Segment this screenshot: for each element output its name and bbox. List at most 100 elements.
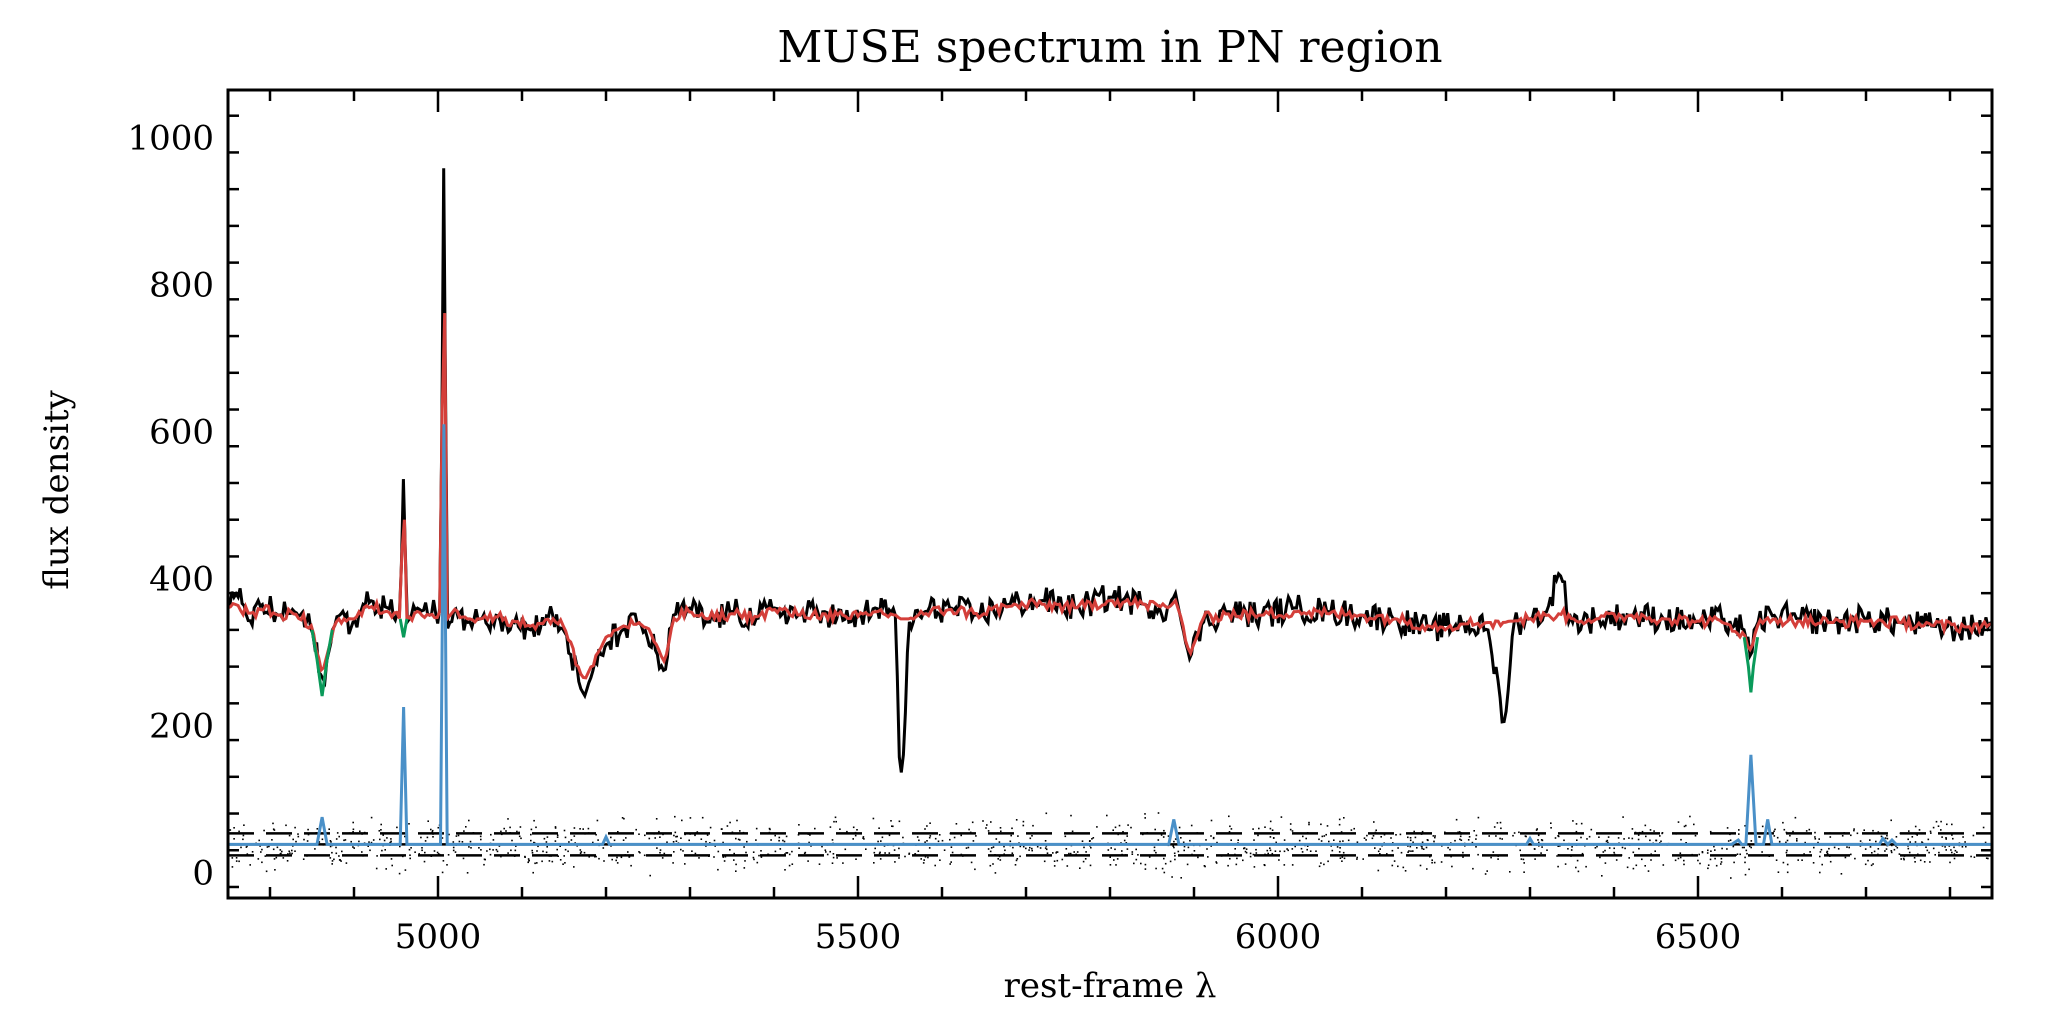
residual-dot [1745, 849, 1748, 852]
residual-dot [1748, 868, 1750, 871]
residual-dot [273, 858, 276, 860]
residual-dot [1546, 849, 1548, 851]
residual-dot [1580, 822, 1583, 825]
residual-dot [288, 834, 291, 837]
residual-dot [530, 833, 532, 836]
residual-dot [478, 847, 480, 849]
residual-dot [1951, 823, 1953, 826]
residual-dot [297, 835, 300, 838]
residual-dot [404, 835, 406, 838]
residual-dot [1114, 848, 1116, 851]
residual-dot [1641, 830, 1644, 833]
residual-dot [1750, 840, 1753, 842]
residual-dot [1662, 864, 1665, 866]
residual-dot [1433, 840, 1435, 843]
residual-dot [746, 840, 748, 843]
residual-dot [1509, 871, 1511, 873]
residual-dot [987, 830, 990, 832]
residual-dot [1190, 824, 1193, 827]
residual-dot [1748, 845, 1751, 848]
residual-dot [1941, 836, 1943, 838]
residual-dot [1541, 846, 1543, 848]
residual-dot [1215, 861, 1217, 863]
residual-dot [1965, 845, 1967, 848]
residual-dot [1778, 840, 1781, 843]
residual-dot [1872, 863, 1874, 865]
residual-dot [370, 816, 373, 819]
residual-dot [1853, 828, 1855, 830]
residual-dot [779, 848, 782, 850]
residual-dot [929, 822, 931, 824]
residual-dot [1045, 812, 1048, 815]
residual-dot [1833, 846, 1836, 849]
residual-dot [616, 862, 619, 864]
residual-dot [1431, 859, 1433, 861]
residual-dot [1937, 825, 1940, 827]
residual-dot [1714, 857, 1716, 860]
residual-dot [1073, 851, 1075, 853]
residual-dot [809, 834, 811, 836]
residual-dot [470, 847, 472, 849]
residual-dot [924, 828, 926, 830]
residual-dot [701, 816, 704, 819]
y-tick-label: 1000 [127, 119, 214, 159]
axis-ticks: 5000 5500 6000 6500 0 200 400 600 800 1000 [127, 90, 1992, 957]
residual-dot [1952, 837, 1954, 840]
residual-dot [1341, 860, 1343, 862]
residual-dot [1264, 826, 1266, 828]
residual-dot [1499, 821, 1502, 824]
residual-dot [934, 864, 936, 867]
residual-dot [1009, 840, 1012, 843]
residual-dot [280, 852, 282, 855]
residual-dot [722, 841, 724, 844]
residual-dot [1554, 837, 1557, 839]
residual-dot [1109, 864, 1112, 866]
residual-dot [1279, 850, 1281, 853]
residual-dot [1413, 830, 1415, 833]
residual-dot [534, 862, 536, 865]
residual-dot [386, 837, 388, 839]
residual-dot [333, 858, 335, 861]
residual-dot [1679, 856, 1682, 859]
residual-dot [1628, 837, 1630, 839]
residual-dot [893, 849, 896, 851]
residual-dot [1786, 849, 1788, 852]
residual-dot [1327, 860, 1329, 863]
residual-dot [1908, 830, 1910, 832]
residual-dot [556, 834, 559, 837]
residual-dot [1210, 819, 1213, 822]
residual-dot [233, 827, 235, 829]
residual-dot [755, 839, 757, 841]
residual-dot [335, 852, 338, 855]
residual-dot [1374, 847, 1376, 849]
residual-dot [1914, 825, 1917, 828]
residual-dot [673, 834, 675, 837]
residual-dot [579, 849, 582, 851]
residual-dot [1869, 846, 1872, 848]
residual-dot [1550, 822, 1552, 824]
residual-dot [879, 851, 881, 854]
residual-dot [466, 872, 469, 874]
residual-dot [367, 845, 369, 847]
residual-dot [546, 836, 549, 838]
residual-dot [1714, 849, 1716, 851]
residual-dot [1229, 857, 1231, 860]
residual-dot [735, 870, 737, 872]
residual-dot [233, 838, 235, 840]
residual-dot [427, 820, 429, 822]
residual-dot [341, 850, 343, 853]
residual-dot [1182, 841, 1185, 844]
residual-dot [1626, 866, 1629, 869]
residual-dot [1608, 847, 1611, 849]
plot-frame [226, 88, 1994, 900]
residual-dot [563, 855, 565, 857]
residual-dot [1903, 858, 1905, 861]
residual-dot [1320, 840, 1323, 842]
residual-dot [1761, 851, 1763, 853]
residual-dot [1269, 836, 1272, 838]
residual-dot [249, 864, 251, 866]
residual-dot [1590, 828, 1593, 831]
residual-dot [1070, 814, 1072, 817]
residual-dot [1379, 848, 1381, 850]
residual-dot [404, 869, 407, 871]
